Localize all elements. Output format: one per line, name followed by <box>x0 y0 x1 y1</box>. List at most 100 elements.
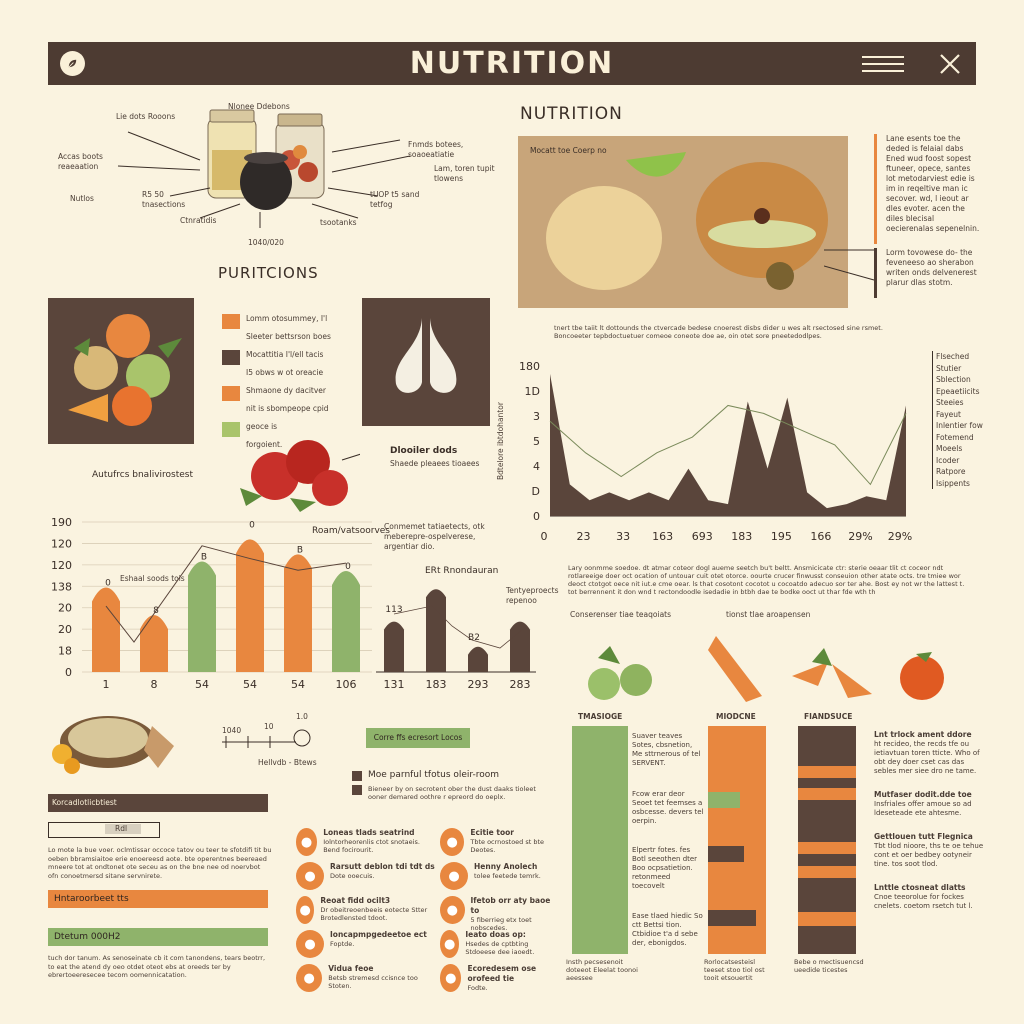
icon-list-item: ● Ecoredesem ose orofeed tie Fodte. <box>440 964 558 998</box>
apples-caption: Shaede pleaees tioaees <box>390 459 480 468</box>
photo-label: Mocatt toe Coerp no <box>530 146 607 155</box>
x-tick-label: 54 <box>195 678 209 691</box>
legend-entry: Stutier <box>932 363 1017 374</box>
column-bar-green <box>572 726 628 954</box>
legend-entry: Icoder <box>932 455 1017 466</box>
legend-entry: Flseched <box>932 351 1017 363</box>
bar-data-label: B <box>297 545 303 555</box>
legend-row: Moe parnful tfotus oleir-room Bieneer by… <box>352 770 542 801</box>
x-tick-label: 8 <box>151 678 158 691</box>
note-item: Mutfaser dodit.dde toe Insfriales offer a… <box>874 790 972 817</box>
legend-item: Mocattitia I'l/ell tacis <box>222 350 362 365</box>
food-icon: ● <box>440 896 465 924</box>
stepper-tick: 1040 <box>222 726 242 735</box>
close-icon[interactable] <box>938 52 962 76</box>
note-item: Gettlouen tutt Flegnica Tbt tlod nioore, … <box>874 832 984 868</box>
y-tick-label: 0 <box>533 510 540 523</box>
icon-list-item: ● Ieato doas op: Hsedes de cptbting Stdoee… <box>440 930 558 964</box>
callout-text: Lorm tovowese do- the feveneeso ao shera… <box>886 248 977 287</box>
vegetables-image <box>588 636 944 702</box>
y-tick-label: 190 <box>51 516 72 529</box>
legend-item: forgoient. <box>222 440 362 455</box>
brown-chart-title: ERt Rnondauran <box>425 566 499 576</box>
x-tick-label: 131 <box>384 678 405 691</box>
bar <box>140 615 168 672</box>
area-series <box>550 373 906 516</box>
icon-list-item: ● Reoat fidd ocilt3 Dr obeitreoenbeeis eot… <box>296 896 436 930</box>
stepper-tick: 1.0 <box>296 712 308 721</box>
columns-section: TMASIOGE MIODCNE FIANDSUCE Suaver teaves… <box>566 710 866 982</box>
food-icon: ● <box>296 964 323 992</box>
column-header: MIODCNE <box>716 712 756 721</box>
column-note: Suaver teaves Sotes, cbsnetion, Me sttrn… <box>632 732 701 767</box>
icon-list-item: ● Henny Anolech tolee feetede temrk. <box>440 862 558 896</box>
diagram-label: Lie dots Rooons <box>116 112 176 121</box>
y-tick-label: 180 <box>519 360 540 373</box>
x-tick-label: 0 <box>541 530 548 543</box>
bar <box>92 587 120 672</box>
x-tick-label: 195 <box>771 530 792 543</box>
brown-bar-chart: 131 183 293 283 113 B2 <box>376 589 536 691</box>
paragraph: Lo mote la bue voer. oclmtissar occoce t… <box>48 846 272 880</box>
y-tick-label: D <box>532 485 540 498</box>
x-tick-label: 293 <box>468 678 489 691</box>
line-series <box>549 404 907 486</box>
diagram-label: Fnmds botees, soaoeatiatie <box>408 140 464 159</box>
x-tick-label: 54 <box>291 678 305 691</box>
food-row-label: Conserenser tiae teaqoiats <box>570 610 672 619</box>
x-tick-label: 29% <box>848 530 872 543</box>
diagram-label: R5 50 tnasections <box>142 190 186 209</box>
y-tick-label: 4 <box>533 460 540 473</box>
bar-annotation-title: Roam/vatsoorves <box>312 526 390 536</box>
icon-list-item: ● Ifetob orr aty baoe to 5 fiberrieg etx t… <box>440 896 558 932</box>
y-tick-label: 120 <box>51 537 72 550</box>
x-tick-label: 29% <box>888 530 912 543</box>
bar <box>188 561 216 672</box>
green-button[interactable]: Corre ffs ecresort Locos <box>366 728 470 748</box>
legend-entry: Inlentier fow <box>932 420 1017 432</box>
stepper-diagram[interactable] <box>218 712 328 756</box>
bar-data-label: 0 <box>249 520 255 530</box>
fruit-image <box>48 298 194 444</box>
section-bar: Korcadlotlicbtiest <box>48 794 268 812</box>
bar <box>332 570 360 672</box>
y-tick-label: 120 <box>51 559 72 572</box>
stepper-tick: 10 <box>264 722 274 731</box>
y-tick-label: 3 <box>533 410 540 423</box>
x-tick-label: 183 <box>426 678 447 691</box>
legend-entry: Fotemend <box>932 432 1017 443</box>
food-box-image <box>52 716 174 774</box>
column-note: Fcow erar deor Seoet tet feemses a osbce… <box>632 790 704 825</box>
chart-caption: tnert tbe taiit lt dottounds the ctverca… <box>554 324 883 340</box>
nutrition-panel-title: NUTRITION <box>520 104 623 124</box>
slider[interactable]: Rdl <box>48 822 160 838</box>
jar-illustration <box>117 109 411 228</box>
bar-data-label: 0 <box>105 579 111 589</box>
icon-list-item: ● Ecitie toor Tbte ocrnostoed st bte Deote… <box>440 828 558 862</box>
green-field[interactable]: Dtetum 000H2 <box>48 928 268 946</box>
legend-entry: Ratpore <box>932 466 1017 478</box>
y-tick-label: 0 <box>65 666 72 679</box>
area-legend: Flseched Stutier Sblection Epeaetiicits Stee… <box>932 351 1017 489</box>
food-icon: ● <box>296 930 324 958</box>
food-icon: ● <box>440 930 460 958</box>
legend-entry: Moeels <box>932 443 1017 455</box>
orange-button[interactable]: Hntaroorbeet tts <box>48 890 268 908</box>
legend-item: Sleeter bettsrson boes <box>222 332 362 347</box>
bar <box>284 554 312 672</box>
note-item: Lnttle ctosneat dlatts Cnoe teeorolue for… <box>874 883 973 910</box>
bar <box>236 539 264 672</box>
legend-item: Lomm otosummey, I'l <box>222 314 362 329</box>
legend-item: Shmaone dy dacitver <box>222 386 362 401</box>
note-item: Lnt trlock ament ddore ht recideo, the re… <box>874 730 980 775</box>
food-icon: ● <box>296 828 318 856</box>
icon-list-item: ● Rarsutt deblon tdi tdt ds Dote ooecuis. <box>296 862 436 896</box>
overlay-line <box>105 545 347 643</box>
legend-item: I5 obws w ot oreacie <box>222 368 362 383</box>
diagram-label: Accas boots reaeaation <box>58 152 103 171</box>
callout-lines <box>824 134 877 298</box>
hamburger-menu-icon[interactable] <box>862 56 904 72</box>
leaf-logo-icon[interactable] <box>60 51 85 76</box>
y-tick-label: 18 <box>58 645 72 658</box>
